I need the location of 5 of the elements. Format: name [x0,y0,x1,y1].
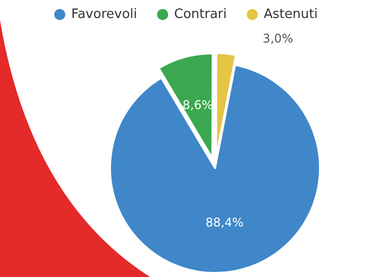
legend-label: Favorevoli [71,7,138,22]
data-label: 88,4% [205,216,244,230]
legend-label: Contrari [174,7,227,22]
data-label: 3,0% [262,32,294,46]
legend-label: Astenuti [264,7,318,22]
